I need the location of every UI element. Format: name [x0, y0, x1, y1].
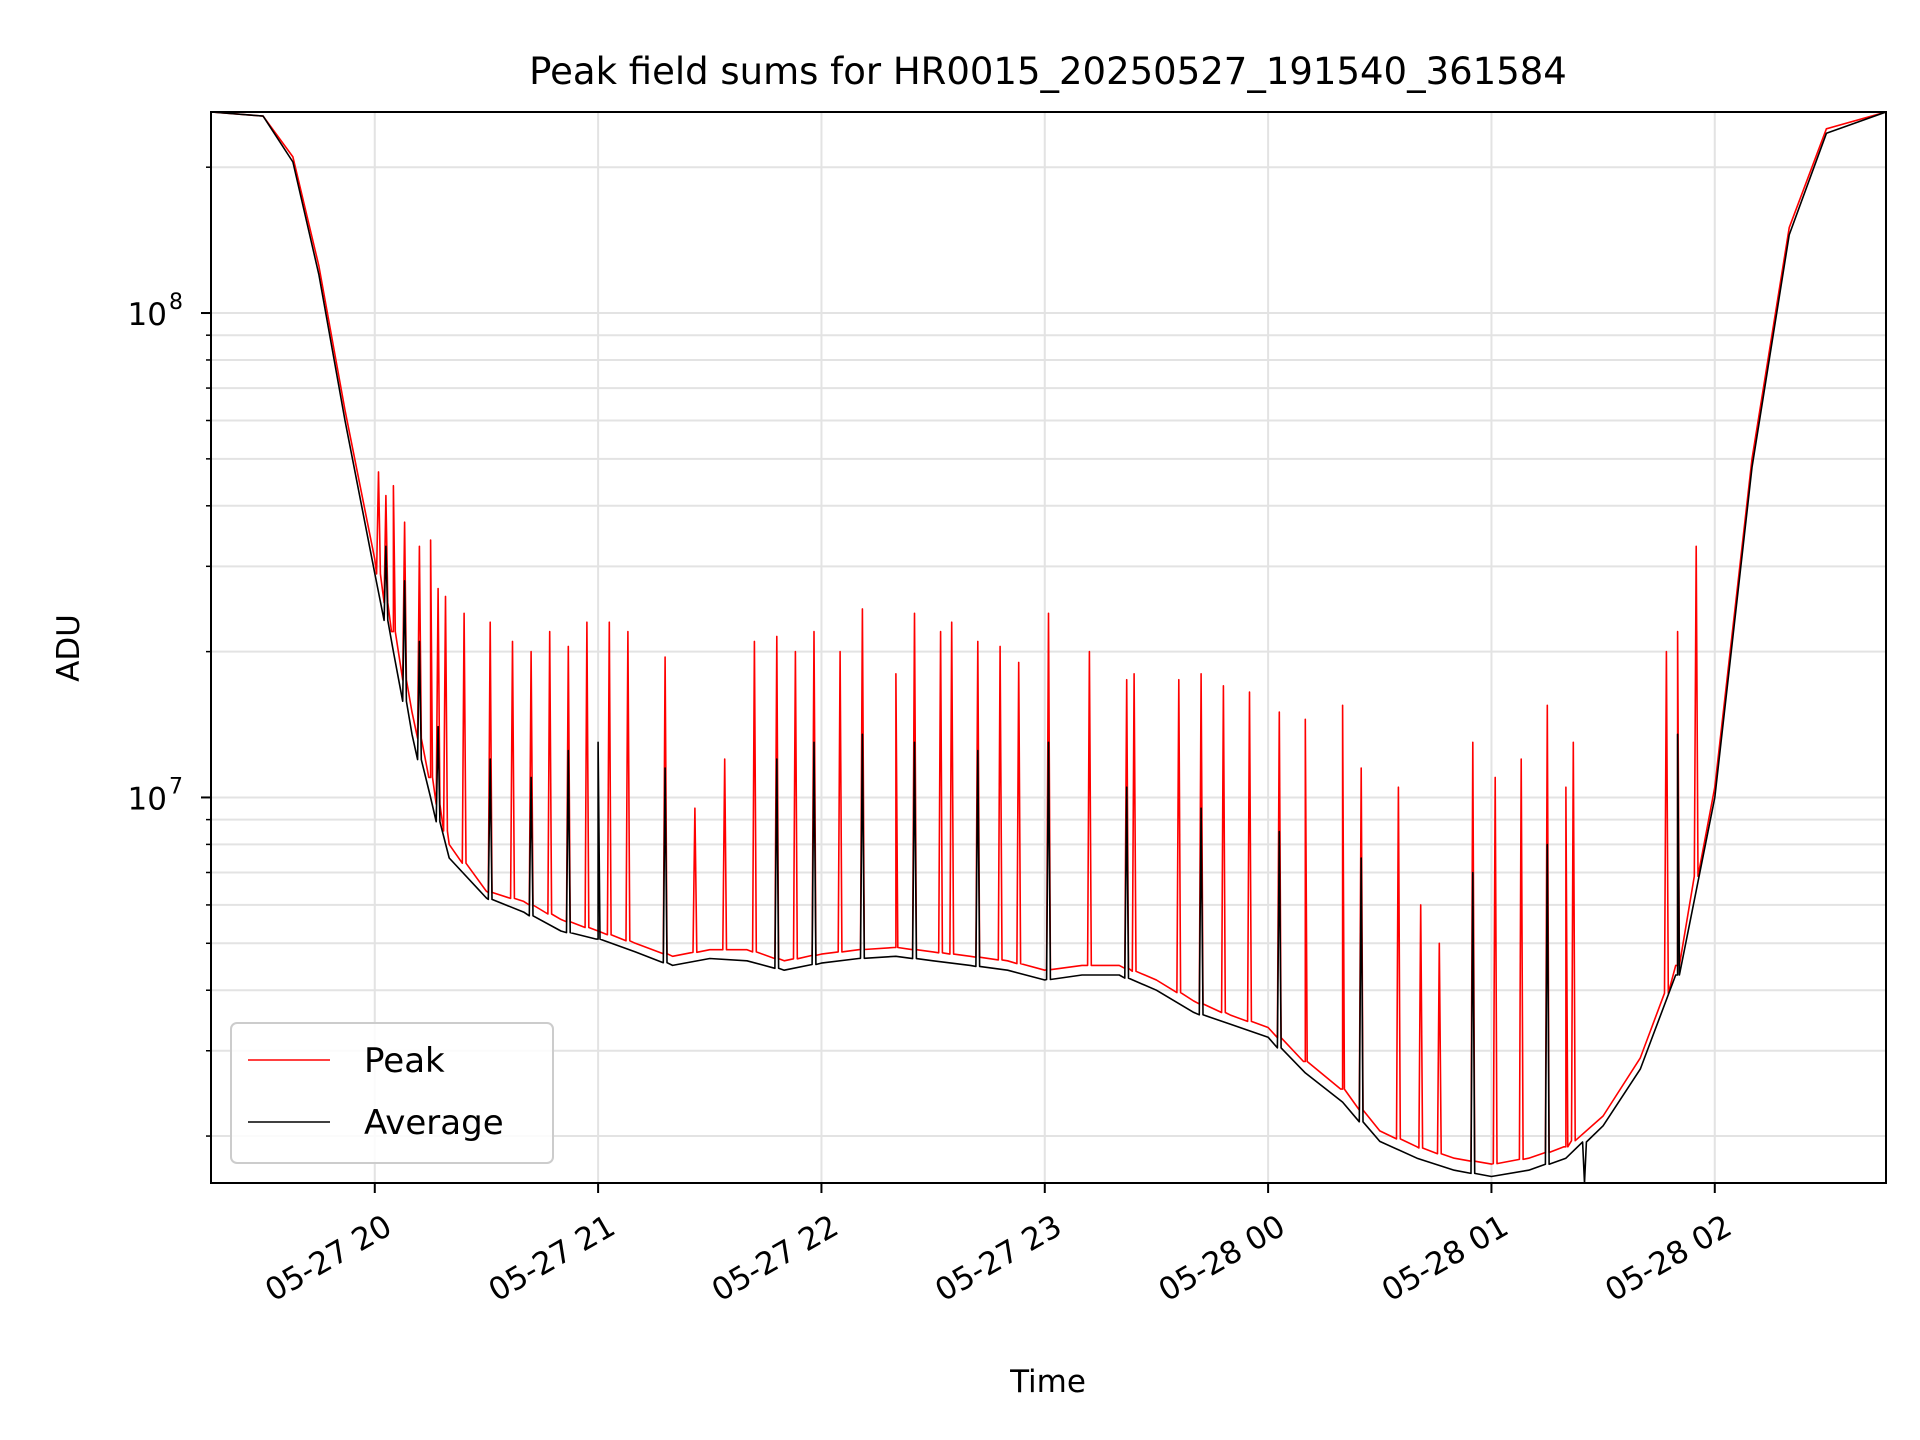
plot-frame [210, 111, 1887, 1184]
legend-label-average: Average [364, 1103, 504, 1143]
y-tick-exponent: 8 [169, 290, 183, 315]
chart-title: Peak field sums for HR0015_20250527_1915… [529, 50, 1567, 93]
y-tick-label: 10 [128, 297, 167, 333]
x-axis-label: Time [1009, 1364, 1086, 1400]
grid [211, 112, 1886, 1183]
legend: Peak Average [230, 1022, 554, 1164]
y-tick-label: 10 [128, 781, 167, 817]
y-axis-label: ADU [51, 614, 87, 682]
legend-label-peak: Peak [364, 1041, 445, 1081]
series-line-average [211, 112, 1886, 1183]
series-layer [211, 112, 1886, 1183]
y-tick-exponent: 7 [169, 774, 183, 799]
y-tick-base: 10 [128, 781, 167, 817]
y-tick-base: 10 [128, 297, 167, 333]
legend-box [230, 1022, 554, 1164]
